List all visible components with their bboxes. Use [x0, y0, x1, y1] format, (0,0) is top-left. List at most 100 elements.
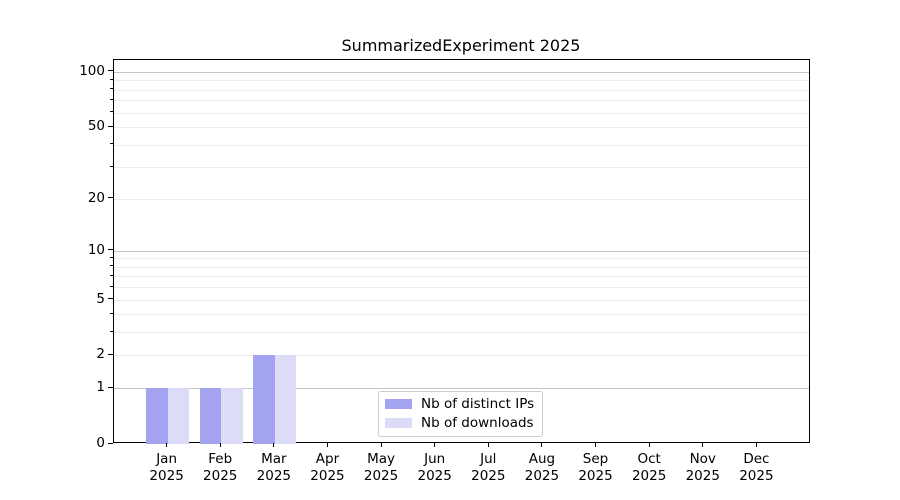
y-tick-label: 2	[96, 346, 105, 363]
x-tick-label: Dec 2025	[721, 451, 791, 485]
x-tick-mark	[219, 443, 221, 447]
y-minor-tick-mark	[110, 143, 113, 145]
bar-distinct-ips	[199, 388, 222, 444]
legend-label: Nb of distinct IPs	[421, 396, 535, 412]
x-tick-year: 2025	[256, 468, 292, 484]
x-tick-month: Oct	[637, 451, 661, 467]
x-tick-label: Apr 2025	[292, 451, 362, 485]
bar-downloads	[274, 355, 297, 444]
x-tick-mark	[434, 443, 436, 447]
x-tick-label: Mar 2025	[239, 451, 309, 485]
bar-distinct-ips	[146, 388, 168, 444]
x-tick-month: Jun	[424, 451, 446, 467]
y-minor-tick-mark	[110, 330, 113, 332]
x-tick-month: Aug	[528, 451, 556, 467]
minor-gridline	[114, 80, 809, 82]
legend-label: Nb of downloads	[421, 414, 534, 431]
x-tick-year: 2025	[685, 468, 720, 484]
minor-gridline	[114, 276, 809, 278]
x-tick-label: May 2025	[346, 451, 416, 485]
legend-swatch	[385, 417, 412, 428]
x-tick-label: Jan 2025	[132, 451, 202, 485]
x-tick-year: 2025	[203, 468, 238, 484]
minor-gridline	[114, 144, 809, 146]
y-minor-tick-mark	[110, 197, 113, 199]
minor-gridline	[114, 198, 809, 200]
minor-gridline	[114, 299, 809, 301]
x-tick-mark	[702, 443, 704, 447]
y-minor-tick-mark	[110, 165, 113, 167]
x-tick-mark	[595, 443, 597, 447]
minor-gridline	[114, 355, 809, 357]
bar-downloads	[221, 388, 243, 444]
bar-downloads	[167, 388, 190, 444]
y-minor-tick-mark	[110, 88, 113, 90]
x-tick-label: Feb 2025	[185, 451, 255, 485]
y-tick-label: 5	[96, 290, 105, 307]
x-tick-year: 2025	[524, 468, 560, 484]
minor-gridline	[114, 167, 809, 169]
y-minor-tick-mark	[110, 353, 113, 355]
x-tick-mark	[648, 443, 650, 447]
x-tick-year: 2025	[149, 468, 184, 484]
x-tick-month: Apr	[315, 451, 340, 467]
y-tick-label: 50	[87, 118, 105, 135]
y-tick-label: 20	[87, 189, 105, 206]
y-tick-label: 0	[96, 435, 105, 451]
minor-gridline	[114, 332, 809, 334]
x-tick-mark	[166, 443, 168, 447]
major-gridline	[114, 250, 809, 252]
x-tick-mark	[541, 443, 543, 447]
chart-legend: Nb of distinct IPs Nb of downloads	[378, 391, 543, 437]
y-minor-tick-mark	[110, 78, 113, 80]
chart-title: SummarizedExperiment 2025	[341, 36, 581, 55]
y-minor-tick-mark	[110, 265, 113, 267]
y-tick-label: 1	[96, 379, 105, 396]
y-tick-label: 100	[79, 62, 105, 79]
x-tick-year: 2025	[631, 468, 667, 484]
major-gridline	[114, 388, 809, 390]
minor-gridline	[114, 258, 809, 260]
x-tick-label: Oct 2025	[614, 451, 684, 485]
y-tick-mark	[108, 442, 113, 444]
y-tick-mark	[108, 249, 113, 251]
minor-gridline	[114, 112, 809, 114]
x-tick-label: Nov 2025	[668, 451, 738, 485]
minor-gridline	[114, 127, 809, 129]
legend-swatch	[385, 399, 412, 409]
y-tick-label: 10	[87, 241, 105, 258]
x-tick-mark	[380, 443, 382, 447]
x-tick-year: 2025	[363, 468, 399, 484]
plot-area	[113, 59, 810, 444]
x-tick-month: Nov	[689, 451, 716, 467]
y-minor-tick-mark	[110, 312, 113, 314]
x-tick-mark	[487, 443, 489, 447]
x-tick-month: Sep	[582, 451, 609, 467]
x-tick-year: 2025	[417, 468, 452, 484]
y-minor-tick-mark	[110, 298, 113, 300]
x-tick-label: Sep 2025	[561, 451, 631, 485]
y-minor-tick-mark	[110, 98, 113, 100]
x-tick-year: 2025	[739, 468, 774, 484]
x-tick-month: Jul	[480, 451, 497, 467]
x-tick-label: Jul 2025	[453, 451, 523, 485]
major-gridline	[114, 71, 809, 73]
minor-gridline	[114, 287, 809, 289]
x-tick-year: 2025	[310, 468, 345, 484]
y-minor-tick-mark	[110, 125, 113, 127]
x-tick-month: Feb	[208, 451, 233, 467]
x-tick-mark	[326, 443, 328, 447]
y-tick-mark	[108, 70, 113, 72]
x-tick-mark	[755, 443, 757, 447]
x-tick-month: Jan	[156, 451, 178, 467]
x-tick-year: 2025	[471, 468, 506, 484]
minor-gridline	[114, 89, 809, 91]
minor-gridline	[114, 100, 809, 102]
minor-gridline	[114, 266, 809, 268]
x-tick-month: Mar	[261, 451, 287, 467]
minor-gridline	[114, 314, 809, 316]
y-minor-tick-mark	[110, 274, 113, 276]
y-tick-mark	[108, 386, 113, 388]
bar-distinct-ips	[253, 355, 275, 444]
